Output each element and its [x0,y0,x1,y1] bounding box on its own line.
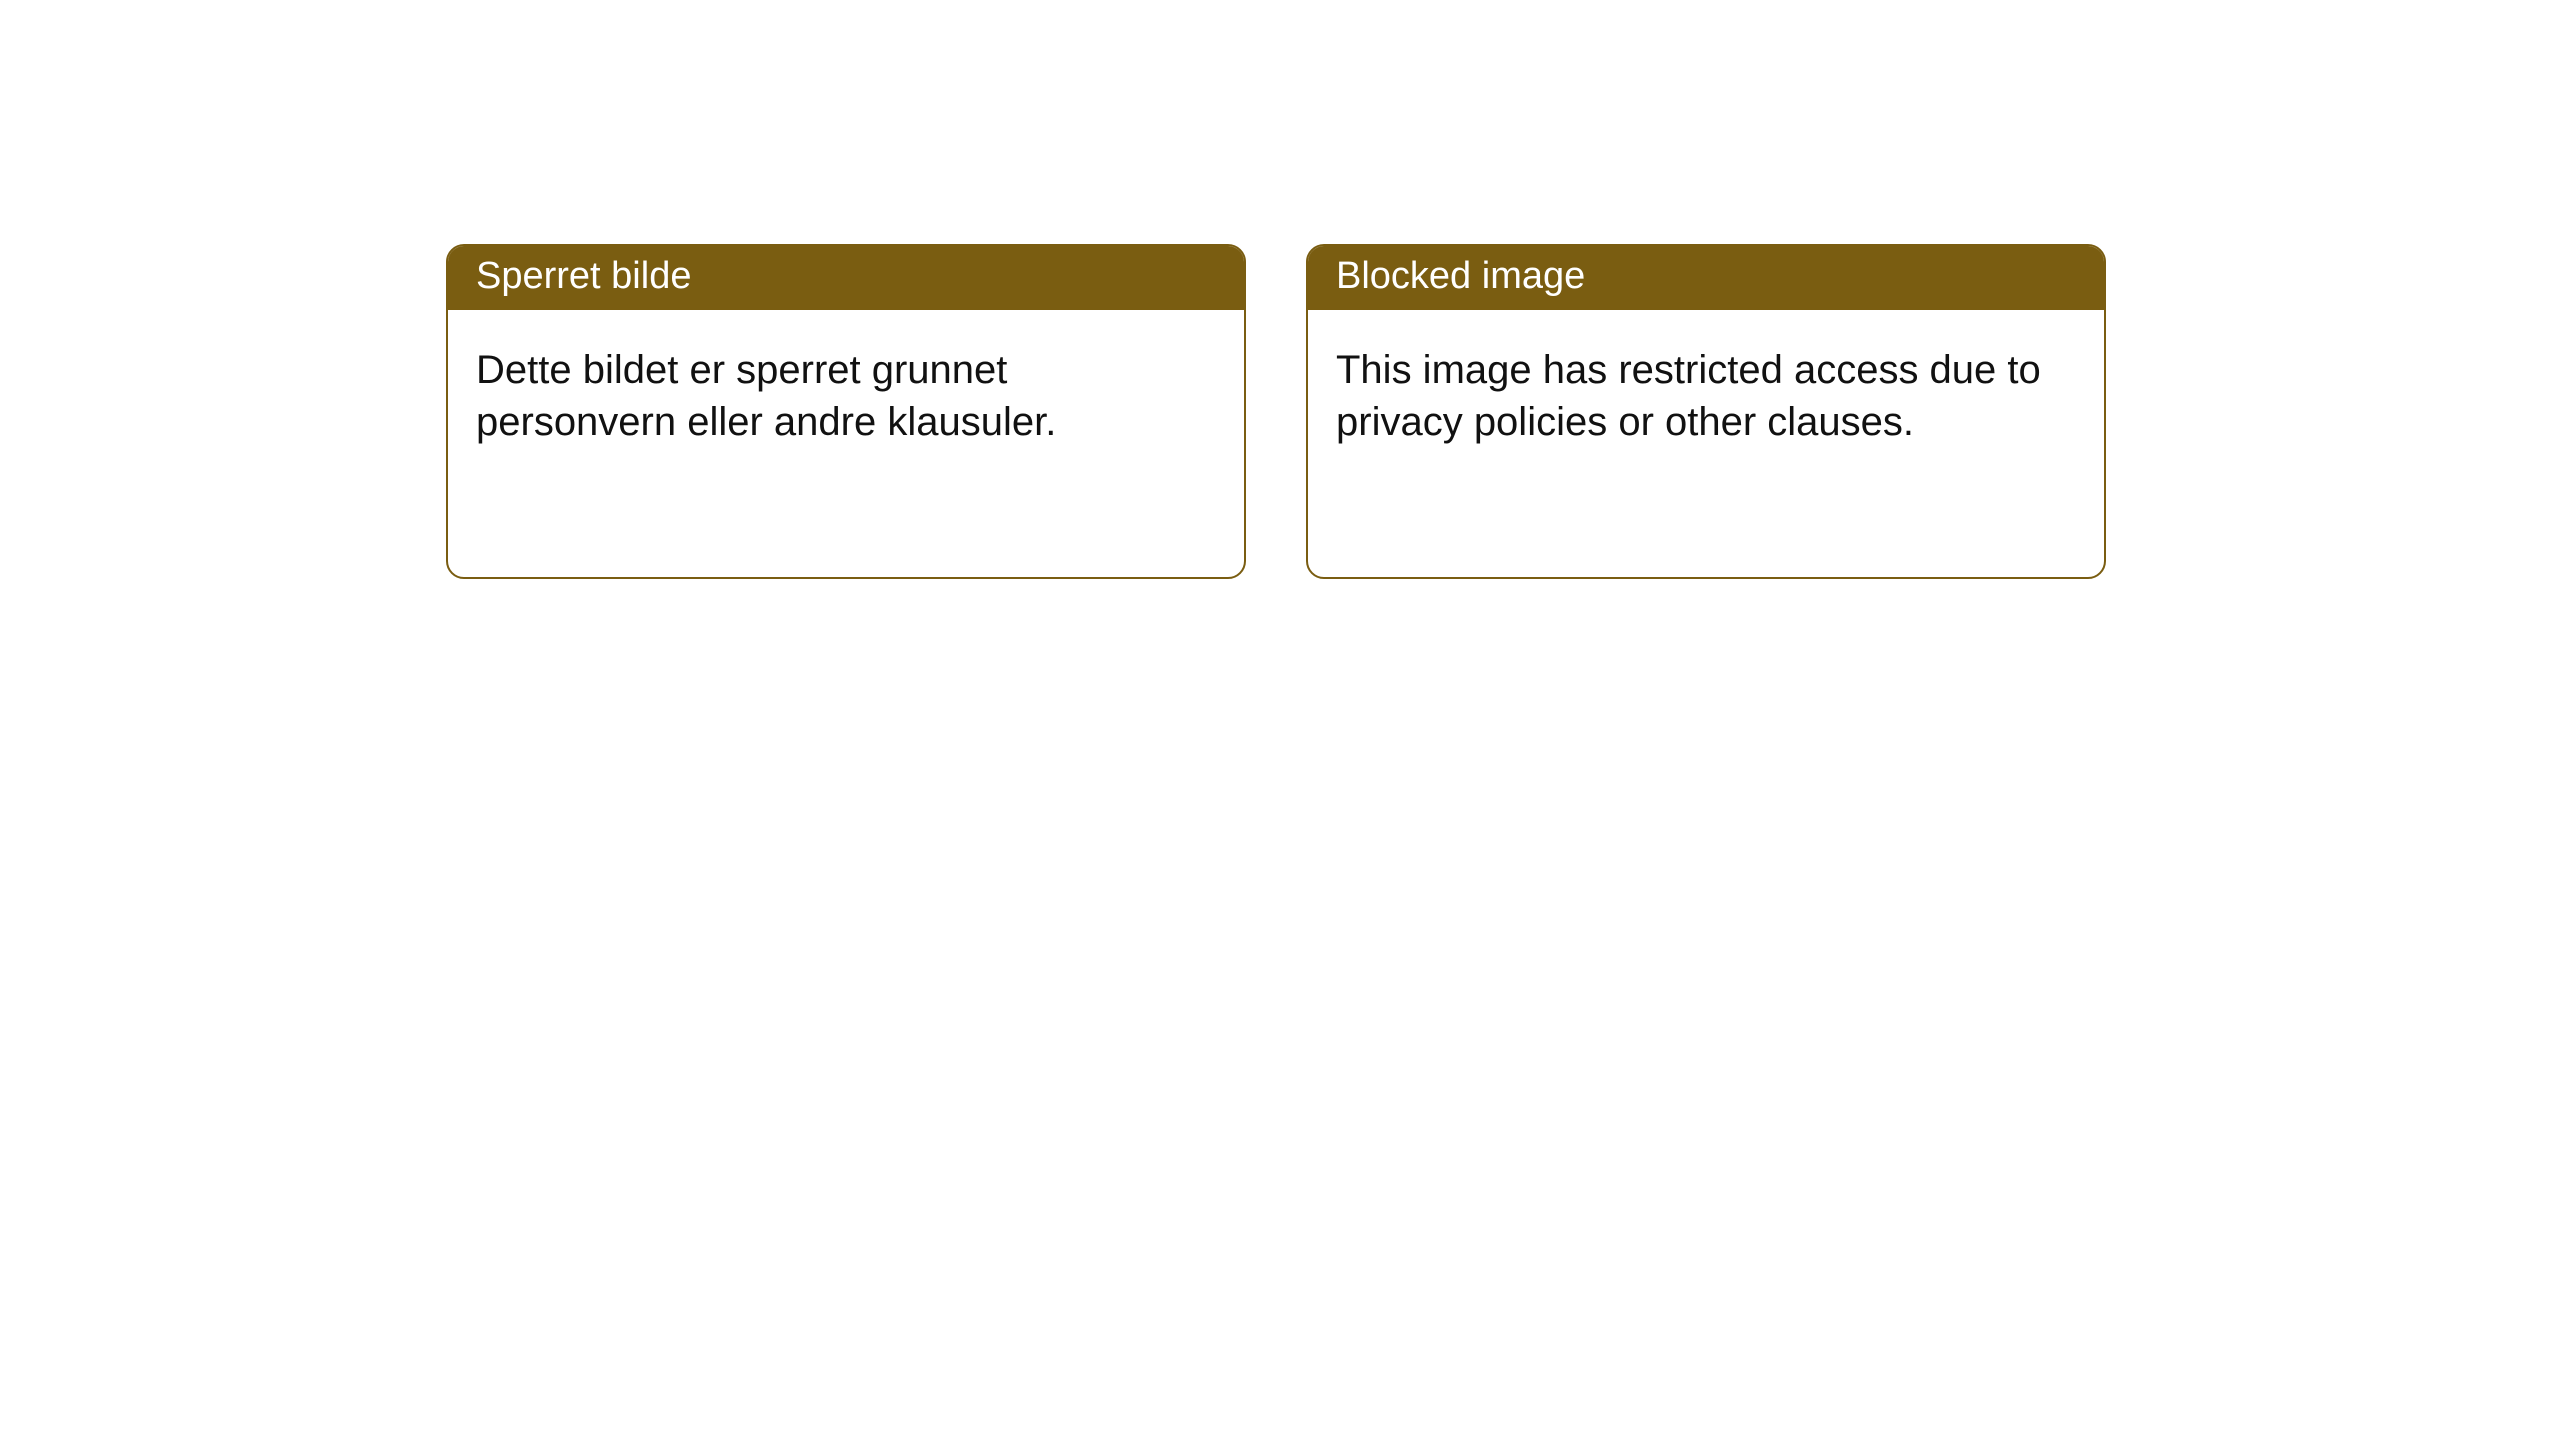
notice-card-norwegian: Sperret bilde Dette bildet er sperret gr… [446,244,1246,579]
notice-title: Blocked image [1308,246,2104,310]
notice-title: Sperret bilde [448,246,1244,310]
notice-container: Sperret bilde Dette bildet er sperret gr… [0,0,2560,579]
notice-body: Dette bildet er sperret grunnet personve… [448,310,1244,482]
notice-card-english: Blocked image This image has restricted … [1306,244,2106,579]
notice-body: This image has restricted access due to … [1308,310,2104,482]
